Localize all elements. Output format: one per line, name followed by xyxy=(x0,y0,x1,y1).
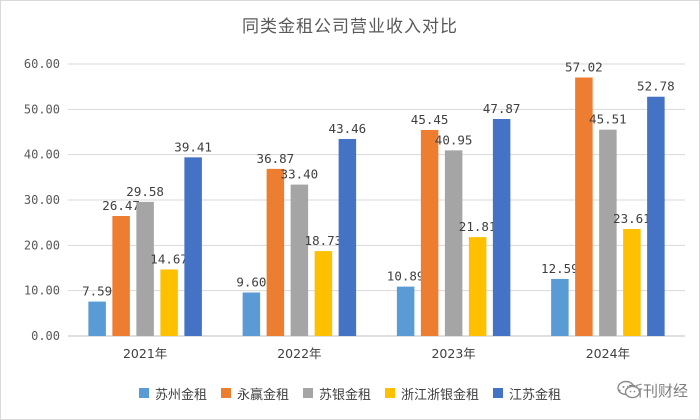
y-tick-label: 30.00 xyxy=(24,193,60,207)
legend-item: 永赢金租 xyxy=(220,384,289,403)
bar xyxy=(136,201,154,336)
chart-title: 同类金租公司营业收入对比 xyxy=(242,17,458,37)
data-label: 52.78 xyxy=(637,79,675,94)
data-label: 9.60 xyxy=(236,274,266,289)
bar xyxy=(88,301,106,336)
x-tick-label: 2023年 xyxy=(431,346,475,361)
watermark-text: 新刊财经 xyxy=(627,382,688,400)
bar xyxy=(112,216,130,336)
data-label: 23.61 xyxy=(613,211,651,226)
bar xyxy=(290,184,309,336)
bar xyxy=(338,138,357,336)
data-label: 45.51 xyxy=(589,112,627,127)
bar xyxy=(160,269,178,336)
bar xyxy=(314,251,333,336)
legend-swatch xyxy=(493,388,504,398)
bar xyxy=(623,228,641,336)
legend-item: 江苏金租 xyxy=(493,384,561,403)
data-label: 40.95 xyxy=(435,132,473,147)
legend-swatch xyxy=(385,388,395,398)
bar xyxy=(184,157,202,336)
legend-swatch xyxy=(138,388,149,398)
data-label: 29.58 xyxy=(126,184,164,199)
data-label: 39.41 xyxy=(174,139,212,154)
legend-item: 浙江浙银金租 xyxy=(385,384,479,403)
x-tick-label: 2021年 xyxy=(123,346,167,361)
y-tick-label: 50.00 xyxy=(24,102,60,116)
data-label: 36.87 xyxy=(257,151,295,166)
y-tick-label: 60.00 xyxy=(24,57,60,71)
y-tick-label: 0.00 xyxy=(31,329,60,343)
data-label: 47.87 xyxy=(483,101,521,116)
legend-label: 苏州金租 xyxy=(154,387,207,403)
y-tick-label: 20.00 xyxy=(24,238,60,252)
y-tick-label: 10.00 xyxy=(24,284,60,298)
legend-label: 浙江浙银金租 xyxy=(401,387,480,403)
legend-item: 苏银金租 xyxy=(302,384,371,403)
bar xyxy=(551,278,569,336)
watermark: · 新刊财经 xyxy=(617,380,688,401)
legend-swatch xyxy=(220,388,231,398)
legend-swatch xyxy=(302,388,313,398)
data-label: 33.40 xyxy=(281,167,319,182)
legend-label: 永赢金租 xyxy=(236,387,289,403)
data-label: 12.59 xyxy=(541,261,579,276)
data-label: 26.47 xyxy=(102,198,140,213)
data-label: 43.46 xyxy=(329,121,367,136)
data-label: 45.45 xyxy=(411,112,449,127)
bar xyxy=(647,96,665,336)
bar xyxy=(242,292,261,336)
data-label: 21.81 xyxy=(459,219,497,234)
data-label: 57.02 xyxy=(565,60,603,75)
bar xyxy=(468,237,487,336)
bar xyxy=(396,286,415,336)
data-label: 10.89 xyxy=(387,269,425,284)
legend-label: 苏银金租 xyxy=(318,387,371,403)
x-tick-label: 2024年 xyxy=(586,346,630,361)
legend-item: 苏州金租 xyxy=(138,384,207,403)
x-tick-label: 2022年 xyxy=(277,346,321,361)
chart-legend: 苏州金租 永赢金租 苏银金租 浙江浙银金租 江苏金租 xyxy=(0,382,700,404)
legend-label: 江苏金租 xyxy=(509,387,562,403)
bar xyxy=(492,118,511,336)
data-label: 14.67 xyxy=(150,251,188,266)
data-label: 7.59 xyxy=(82,284,112,299)
bar xyxy=(444,150,463,336)
bar xyxy=(266,168,285,336)
data-label: 18.73 xyxy=(305,233,343,248)
y-tick-label: 40.00 xyxy=(24,148,60,162)
bar xyxy=(599,129,617,336)
wechat-icon xyxy=(617,380,641,399)
bar xyxy=(420,129,439,336)
bar xyxy=(575,77,593,336)
